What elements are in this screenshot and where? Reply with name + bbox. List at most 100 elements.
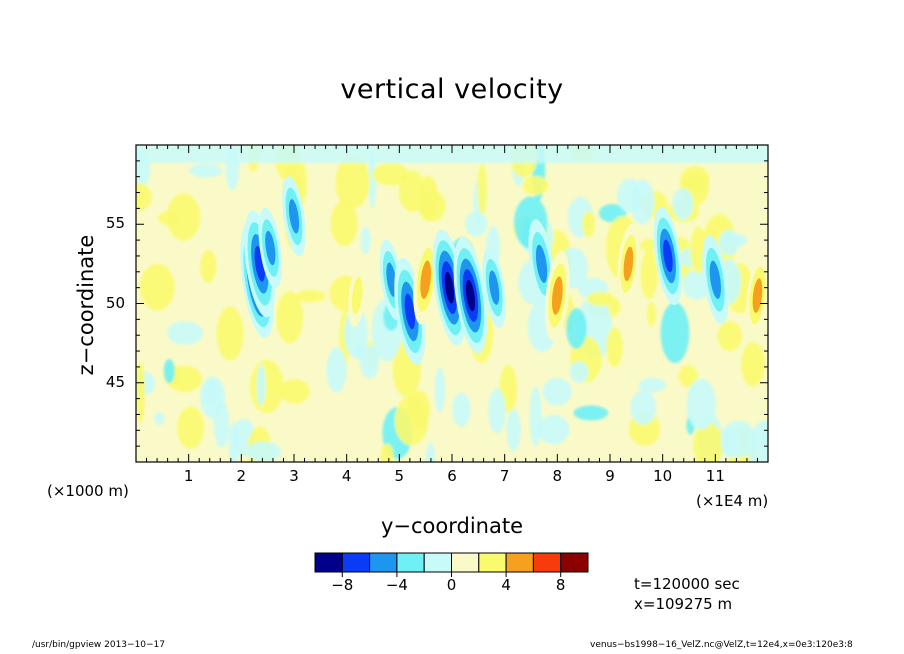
weak-cell bbox=[326, 347, 347, 393]
colorbar-swatch bbox=[341, 552, 371, 573]
weak-cell bbox=[630, 390, 657, 425]
x-tick-label: 3 bbox=[289, 467, 299, 485]
weak-cell bbox=[216, 306, 244, 361]
weak-cell bbox=[136, 182, 152, 212]
colorbar-label: −8 bbox=[331, 576, 354, 594]
colorbar-swatch bbox=[396, 552, 425, 573]
x-axis-unit-note: (×1E4 m) bbox=[696, 492, 769, 510]
contour-level bbox=[288, 199, 300, 234]
colorbar-swatch bbox=[314, 552, 343, 573]
x-tick-label: 5 bbox=[394, 467, 405, 485]
time-annotation: t=120000 sec bbox=[634, 575, 740, 593]
updraft-cell bbox=[413, 234, 439, 325]
colorbar-swatch bbox=[560, 552, 589, 573]
weak-cell bbox=[330, 201, 358, 247]
contour-level bbox=[265, 230, 276, 266]
colorbar-swatch bbox=[478, 552, 507, 573]
weak-cell bbox=[418, 175, 438, 221]
x-tick-label: 10 bbox=[653, 467, 673, 485]
weak-cell bbox=[380, 443, 394, 462]
weak-cell bbox=[250, 359, 284, 414]
weak-cell bbox=[394, 396, 429, 446]
contour-level bbox=[709, 260, 721, 299]
weak-cell bbox=[569, 361, 589, 384]
weak-cell bbox=[452, 392, 471, 427]
x-tick-label: 4 bbox=[341, 467, 352, 485]
contour-level bbox=[663, 239, 673, 273]
weak-cell bbox=[640, 238, 658, 253]
weak-cell bbox=[167, 365, 203, 393]
colorbar-swatch bbox=[505, 552, 534, 573]
weak-cell bbox=[213, 401, 230, 449]
x-tick-label: 8 bbox=[552, 467, 563, 485]
y-tick-label: 50 bbox=[105, 293, 125, 312]
weak-cell bbox=[693, 422, 724, 462]
colorbar-swatch bbox=[369, 552, 398, 573]
colorbar-label: 0 bbox=[446, 576, 457, 594]
weak-cell bbox=[256, 364, 266, 407]
y-tick-label: 55 bbox=[105, 214, 125, 233]
weak-cell bbox=[717, 321, 743, 352]
contour-level bbox=[551, 276, 563, 315]
updraft-cell bbox=[746, 255, 768, 336]
updraft-cell bbox=[348, 264, 367, 327]
weak-cell bbox=[425, 442, 436, 462]
downdraft-cell bbox=[258, 207, 283, 289]
x-axis-label: y−coordinate bbox=[380, 514, 524, 538]
x-tick-label: 2 bbox=[236, 467, 247, 485]
footer-right: venus−bs1998−16_VelZ.nc@VelZ,t=12e4,x=0e… bbox=[590, 640, 853, 650]
weak-cell bbox=[189, 163, 223, 178]
weak-cell bbox=[606, 327, 623, 368]
weak-cell bbox=[245, 441, 282, 462]
weak-cell bbox=[638, 377, 666, 393]
footer-left: /usr/bin/gpview 2013−10−17 bbox=[32, 640, 166, 650]
downdraft-cell bbox=[653, 206, 683, 306]
contour-level bbox=[386, 262, 397, 297]
weak-cell bbox=[672, 188, 694, 221]
x-tick-label: 6 bbox=[447, 467, 457, 485]
weak-cell bbox=[368, 148, 377, 209]
weak-cell bbox=[136, 361, 145, 423]
position-annotation: x=109275 m bbox=[634, 595, 733, 613]
weak-cell bbox=[228, 422, 240, 462]
weak-cell bbox=[686, 378, 717, 430]
weak-cell bbox=[276, 291, 304, 344]
colorbar-label: −4 bbox=[385, 576, 408, 594]
x-tick-label: 1 bbox=[183, 467, 194, 485]
weak-cell bbox=[279, 379, 310, 404]
weak-cell bbox=[640, 249, 658, 300]
contour-level bbox=[444, 271, 454, 304]
contour-level bbox=[489, 270, 500, 305]
contour-level bbox=[420, 260, 432, 299]
weak-cell bbox=[166, 193, 201, 241]
updraft-cell bbox=[544, 250, 570, 341]
downdraft-cell bbox=[482, 247, 506, 328]
y-axis-unit-note: (×1000 m) bbox=[47, 482, 129, 500]
axis-ticks bbox=[135, 144, 769, 463]
weak-cell bbox=[566, 308, 587, 349]
downdraft-cell bbox=[702, 235, 729, 325]
weak-cell bbox=[177, 406, 205, 449]
weak-cell bbox=[678, 365, 698, 388]
weak-cell bbox=[360, 226, 371, 255]
x-tick-label: 9 bbox=[605, 467, 615, 485]
colorbar-swatch bbox=[423, 552, 453, 573]
colorbar-label: 8 bbox=[555, 576, 566, 594]
updraft-cell bbox=[617, 223, 640, 305]
colorbar-label: 4 bbox=[501, 576, 511, 594]
weak-cell bbox=[660, 302, 690, 364]
weak-cell bbox=[360, 345, 380, 379]
weak-cell bbox=[721, 428, 740, 458]
weak-cell bbox=[488, 388, 506, 434]
weak-cell bbox=[581, 210, 596, 238]
weak-cell bbox=[295, 289, 326, 303]
weak-cell bbox=[167, 321, 204, 345]
weak-cell bbox=[154, 412, 165, 426]
weak-cell bbox=[542, 377, 572, 406]
weak-cell bbox=[537, 414, 570, 445]
y-tick-label: 45 bbox=[105, 372, 125, 391]
downdraft-cell bbox=[453, 237, 488, 354]
downdraft-cell bbox=[282, 176, 306, 257]
weak-cell bbox=[741, 342, 766, 387]
contour-level bbox=[404, 293, 416, 330]
